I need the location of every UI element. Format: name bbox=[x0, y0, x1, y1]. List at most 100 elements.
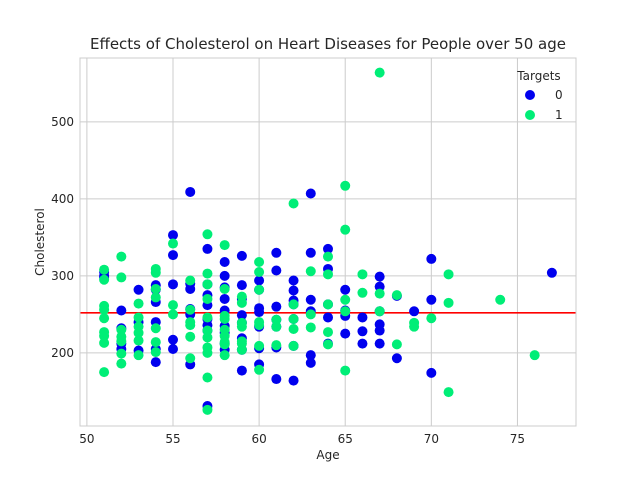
plot-frame bbox=[79, 57, 577, 427]
data-point-target-1 bbox=[133, 335, 144, 346]
data-point-target-0 bbox=[271, 301, 282, 312]
data-point-target-1 bbox=[305, 322, 316, 333]
data-point-target-1 bbox=[254, 257, 265, 268]
data-point-target-0 bbox=[168, 250, 178, 261]
data-point-target-0 bbox=[271, 374, 282, 385]
data-point-target-0 bbox=[288, 275, 299, 286]
data-point-target-1 bbox=[323, 269, 333, 280]
data-point-target-1 bbox=[254, 340, 265, 351]
data-point-target-0 bbox=[426, 294, 437, 305]
data-point-target-0 bbox=[236, 280, 247, 291]
data-point-target-0 bbox=[305, 247, 316, 258]
data-point-target-1 bbox=[168, 300, 178, 311]
data-point-target-1 bbox=[99, 337, 110, 348]
data-point-target-1 bbox=[202, 229, 213, 240]
data-point-target-1 bbox=[116, 336, 127, 347]
data-point-target-1 bbox=[202, 372, 213, 383]
data-point-target-0 bbox=[374, 325, 385, 336]
data-point-target-0 bbox=[168, 230, 178, 241]
data-point-target-1 bbox=[443, 269, 454, 280]
data-point-target-1 bbox=[426, 313, 437, 324]
data-point-target-0 bbox=[168, 344, 178, 355]
data-point-target-1 bbox=[288, 313, 299, 324]
data-point-target-1 bbox=[409, 321, 420, 332]
data-point-target-1 bbox=[202, 312, 213, 323]
data-point-target-1 bbox=[150, 323, 161, 334]
data-point-target-1 bbox=[254, 320, 265, 331]
data-point-target-1 bbox=[357, 287, 368, 298]
data-point-target-0 bbox=[323, 312, 333, 323]
legend-label-1: 1 bbox=[555, 108, 563, 122]
data-point-target-1 bbox=[288, 198, 299, 209]
data-point-target-1 bbox=[340, 365, 351, 376]
data-point-target-1 bbox=[219, 313, 230, 324]
data-point-target-0 bbox=[116, 305, 127, 316]
y-tick-label: 400 bbox=[51, 192, 74, 206]
data-point-target-0 bbox=[374, 338, 385, 349]
data-point-target-1 bbox=[116, 272, 127, 283]
data-point-target-1 bbox=[202, 332, 213, 343]
y-tick-label: 200 bbox=[51, 346, 74, 360]
x-tick-labels: 50 55 60 65 70 75 bbox=[79, 432, 525, 446]
data-point-target-0 bbox=[305, 350, 316, 361]
data-point-target-1 bbox=[185, 353, 196, 364]
data-point-target-1 bbox=[202, 268, 213, 279]
data-point-target-1 bbox=[340, 294, 351, 305]
data-point-target-1 bbox=[116, 324, 127, 335]
x-tick-label: 50 bbox=[79, 432, 94, 446]
data-point-target-1 bbox=[133, 312, 144, 323]
x-tick-label: 55 bbox=[165, 432, 180, 446]
data-point-target-0 bbox=[133, 284, 144, 295]
data-point-target-1 bbox=[271, 340, 282, 351]
data-point-target-1 bbox=[323, 251, 333, 262]
data-point-target-1 bbox=[495, 294, 506, 305]
data-point-target-1 bbox=[202, 293, 213, 304]
x-axis-label: Age bbox=[316, 448, 339, 462]
data-point-target-1 bbox=[271, 321, 282, 332]
data-point-target-1 bbox=[271, 314, 282, 325]
data-point-target-1 bbox=[374, 288, 385, 299]
data-point-target-1 bbox=[305, 309, 316, 320]
data-point-target-1 bbox=[133, 298, 144, 309]
chart-title: Effects of Cholesterol on Heart Diseases… bbox=[90, 35, 566, 53]
data-point-target-0 bbox=[357, 312, 368, 323]
data-point-target-0 bbox=[305, 188, 316, 199]
data-point-target-0 bbox=[426, 253, 437, 264]
data-point-target-0 bbox=[236, 365, 247, 376]
data-point-target-1 bbox=[254, 364, 265, 375]
data-point-target-0 bbox=[185, 283, 196, 294]
data-point-target-1 bbox=[340, 180, 351, 191]
legend-marker-0 bbox=[525, 90, 535, 100]
data-point-target-0 bbox=[271, 247, 282, 258]
data-point-target-1 bbox=[219, 350, 230, 361]
data-point-target-1 bbox=[340, 306, 351, 317]
data-point-target-0 bbox=[271, 265, 282, 276]
data-point-target-1 bbox=[219, 240, 230, 251]
data-point-target-0 bbox=[185, 186, 196, 197]
data-point-target-1 bbox=[168, 238, 178, 249]
grid bbox=[80, 58, 576, 426]
data-point-target-0 bbox=[219, 257, 230, 268]
data-point-target-1 bbox=[99, 367, 110, 378]
data-point-target-0 bbox=[254, 307, 265, 318]
data-point-target-0 bbox=[288, 375, 299, 386]
data-point-target-1 bbox=[323, 339, 333, 350]
data-point-target-1 bbox=[288, 299, 299, 310]
y-tick-label: 500 bbox=[51, 115, 74, 129]
data-point-target-1 bbox=[99, 264, 110, 275]
y-tick-labels: 200 300 400 500 bbox=[51, 115, 74, 360]
data-point-target-1 bbox=[99, 330, 110, 341]
data-point-target-0 bbox=[236, 310, 247, 321]
data-point-target-0 bbox=[254, 275, 265, 286]
data-point-target-0 bbox=[546, 267, 557, 278]
data-point-target-1 bbox=[116, 251, 127, 262]
data-point-target-1 bbox=[185, 331, 196, 342]
data-point-target-1 bbox=[443, 387, 454, 398]
data-point-target-1 bbox=[254, 284, 265, 295]
data-point-target-0 bbox=[426, 367, 437, 378]
data-point-target-0 bbox=[305, 294, 316, 305]
data-point-target-0 bbox=[374, 271, 385, 282]
legend-title: Targets bbox=[516, 69, 560, 83]
data-point-target-0 bbox=[219, 270, 230, 281]
